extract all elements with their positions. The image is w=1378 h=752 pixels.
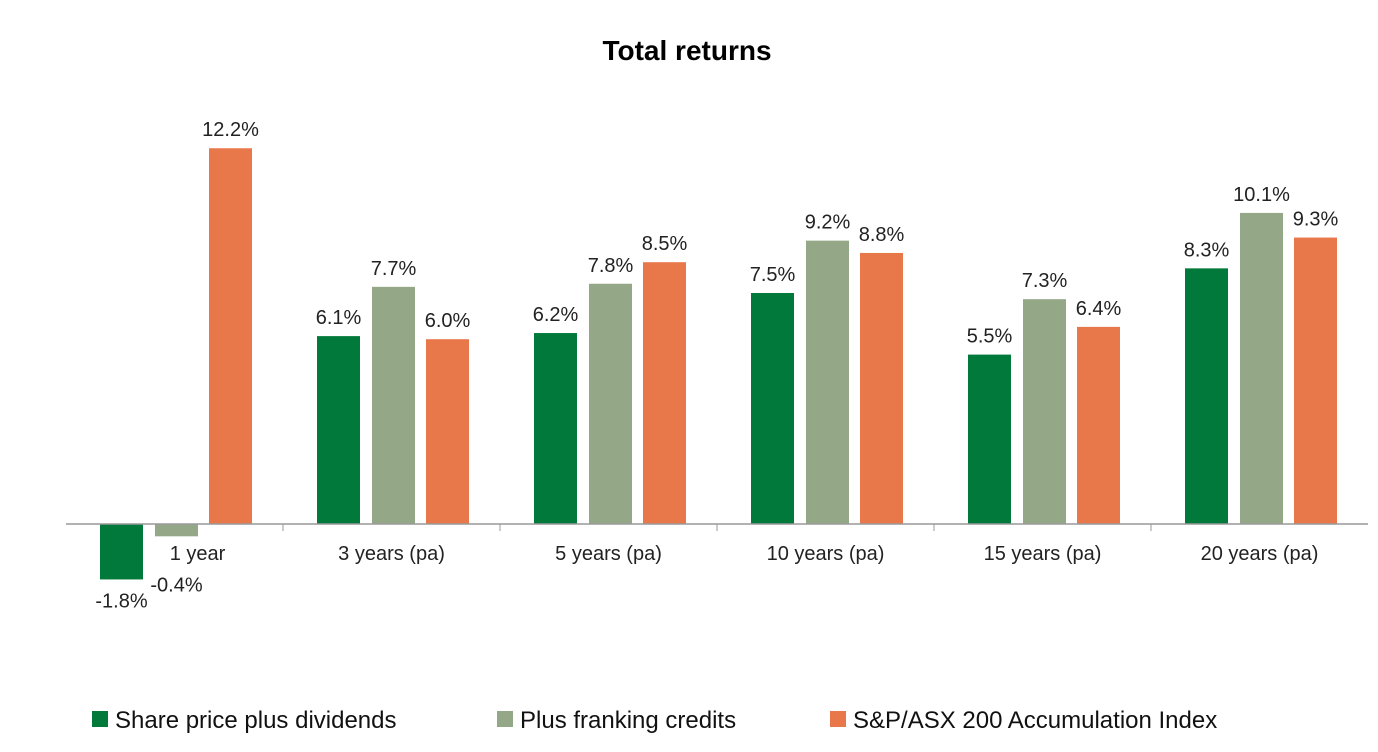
category-label: 1 year	[170, 543, 226, 565]
data-label: 6.1%	[316, 307, 362, 329]
bar	[1185, 268, 1228, 524]
category-label: 20 years (pa)	[1201, 543, 1319, 565]
category-label: 5 years (pa)	[555, 543, 662, 565]
legend-swatch	[497, 711, 513, 727]
data-label: 10.1%	[1233, 184, 1290, 206]
legend-swatch	[830, 711, 846, 727]
data-label: 6.0%	[425, 310, 471, 332]
legend-label: Share price plus dividends	[115, 707, 397, 734]
legend-swatch	[92, 711, 108, 727]
data-label: 9.3%	[1293, 209, 1339, 231]
data-label: 8.8%	[859, 224, 905, 246]
bar	[100, 524, 143, 580]
bar	[209, 148, 252, 525]
data-label: 6.4%	[1076, 298, 1122, 320]
category-label: 10 years (pa)	[767, 543, 885, 565]
legend-label: Plus franking credits	[520, 707, 736, 734]
data-label: 12.2%	[202, 119, 259, 141]
data-label: 7.3%	[1022, 270, 1068, 292]
bar	[968, 354, 1011, 524]
bar	[317, 336, 360, 524]
bar	[1077, 326, 1120, 524]
bar	[643, 262, 686, 524]
bar	[1240, 212, 1283, 525]
data-label: 6.2%	[533, 304, 579, 326]
bar	[534, 333, 577, 524]
data-label: 9.2%	[805, 212, 851, 234]
bar	[1294, 237, 1337, 524]
data-label: -1.8%	[95, 590, 147, 612]
bar	[589, 283, 632, 524]
data-label: 7.8%	[588, 255, 634, 277]
data-label: 7.5%	[750, 264, 796, 286]
bar	[426, 339, 469, 524]
category-label: 3 years (pa)	[338, 543, 445, 565]
bar	[1023, 299, 1066, 524]
bar	[806, 240, 849, 524]
chart-title: Total returns	[602, 35, 771, 66]
bar	[372, 286, 415, 524]
bar	[155, 524, 198, 537]
bar	[751, 293, 794, 524]
data-label: -0.4%	[150, 574, 202, 596]
data-label: 5.5%	[967, 326, 1013, 348]
bar	[860, 252, 903, 524]
category-label: 15 years (pa)	[984, 543, 1102, 565]
data-label: 7.7%	[371, 258, 417, 280]
data-label: 8.5%	[642, 233, 688, 255]
legend-label: S&P/ASX 200 Accumulation Index	[853, 707, 1217, 734]
data-label: 8.3%	[1184, 239, 1230, 261]
